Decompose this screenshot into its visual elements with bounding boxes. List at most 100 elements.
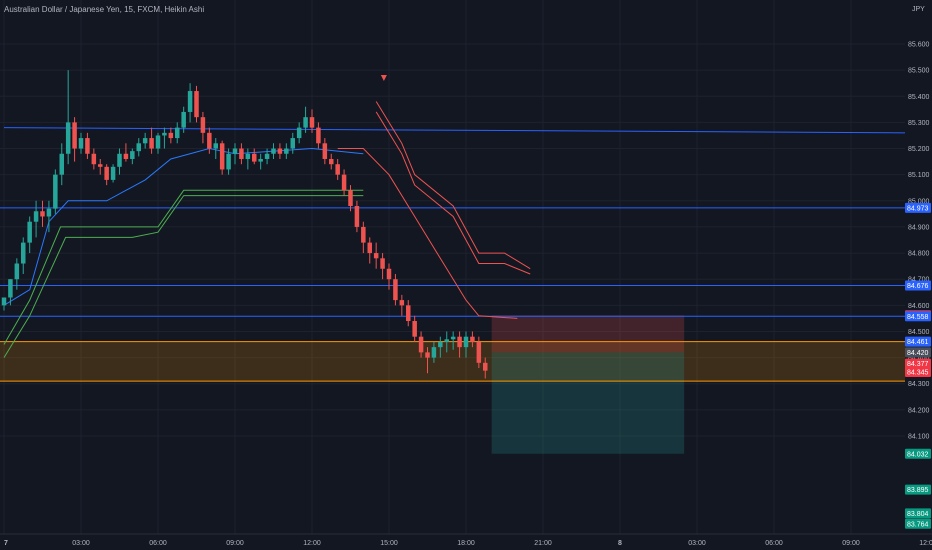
candle-body bbox=[329, 158, 334, 165]
x-tick-label: 06:00 bbox=[765, 540, 783, 547]
take-profit-zone[interactable] bbox=[491, 352, 685, 454]
indicator-trail-green-1 bbox=[3, 189, 364, 345]
candle-body bbox=[373, 253, 379, 259]
candle-body bbox=[213, 143, 218, 149]
price-tag-label: 84.461 bbox=[907, 339, 929, 346]
candle-body bbox=[258, 158, 263, 162]
price-tag-label: 83.804 bbox=[907, 511, 929, 518]
price-tag-label: 84.032 bbox=[907, 451, 929, 458]
candle-body bbox=[380, 258, 385, 269]
candle-body bbox=[399, 300, 405, 306]
candle-body bbox=[72, 122, 77, 149]
candle-body bbox=[239, 148, 244, 159]
price-tag-label: 84.676 bbox=[907, 283, 929, 290]
y-tick-label: 85.200 bbox=[908, 146, 930, 153]
x-tick-label: 15:00 bbox=[380, 540, 398, 547]
candle-body bbox=[354, 206, 360, 227]
price-tag bbox=[905, 366, 931, 377]
stop-loss-zone[interactable] bbox=[491, 315, 685, 353]
candle-body bbox=[284, 148, 289, 154]
candle-body bbox=[21, 242, 26, 264]
candle-body bbox=[309, 117, 315, 128]
price-tag-label: 83.895 bbox=[907, 487, 929, 494]
candle-body bbox=[91, 153, 97, 165]
candle-body bbox=[65, 122, 71, 154]
time-axis[interactable]: 7 03:00 06:00 09:00 12:00 15:00 18:00 21:00 8 03:… bbox=[4, 540, 932, 547]
candle-body bbox=[123, 153, 129, 159]
price-tag-label: 84.420 bbox=[907, 350, 929, 357]
candle-body bbox=[296, 127, 302, 139]
candle-body bbox=[457, 336, 462, 348]
indicator-trail-red-3 bbox=[337, 148, 518, 319]
y-tick-label: 84.400 bbox=[908, 355, 930, 362]
y-tick-label: 84.300 bbox=[908, 381, 930, 388]
candle-body bbox=[1, 297, 7, 306]
zones-layer bbox=[0, 315, 905, 454]
candle-body bbox=[155, 135, 161, 149]
time-axis-background bbox=[0, 534, 932, 550]
candle-body bbox=[470, 336, 475, 342]
candle-body bbox=[367, 242, 372, 254]
candle-body bbox=[444, 339, 449, 342]
candle-body bbox=[194, 91, 199, 118]
y-tick-label: 85.000 bbox=[908, 198, 930, 205]
candle-body bbox=[386, 268, 392, 280]
x-tick-label: 03:00 bbox=[688, 540, 706, 547]
y-tick-label: 84.500 bbox=[908, 329, 930, 336]
candle-body bbox=[341, 174, 347, 191]
candle-body bbox=[59, 153, 64, 175]
x-tick-label: 09:00 bbox=[226, 540, 244, 547]
candle-body bbox=[117, 153, 122, 167]
price-tags: 84.97384.67684.56284.55884.46184.42084.3… bbox=[905, 202, 931, 529]
candle-body bbox=[316, 127, 321, 144]
indicator-ma-blue bbox=[3, 147, 364, 306]
candle-body bbox=[181, 111, 186, 128]
price-tag-label: 84.345 bbox=[907, 369, 929, 376]
price-tag bbox=[905, 280, 931, 291]
candle-body bbox=[450, 336, 456, 340]
candle-body bbox=[162, 132, 167, 136]
candle-body bbox=[104, 166, 109, 180]
candle-body bbox=[53, 174, 58, 209]
y-tick-label: 84.600 bbox=[908, 303, 930, 310]
candle-body bbox=[406, 305, 411, 322]
candle-body bbox=[33, 211, 39, 222]
indicator-trail-green-2 bbox=[3, 195, 364, 358]
price-tag-label: 84.377 bbox=[907, 361, 929, 368]
candle-body bbox=[110, 166, 116, 180]
candle-body bbox=[438, 341, 443, 348]
price-tag bbox=[905, 508, 931, 519]
candle-body bbox=[348, 190, 353, 207]
candle-body bbox=[130, 151, 135, 159]
indicator-trail-red-2 bbox=[375, 111, 531, 275]
candle-body bbox=[14, 263, 20, 280]
x-tick-label: 18:00 bbox=[457, 540, 475, 547]
y-tick-label: 85.400 bbox=[908, 94, 930, 101]
candle-body bbox=[78, 138, 84, 149]
candle-body bbox=[425, 352, 430, 358]
price-tag bbox=[905, 484, 931, 495]
x-tick-label: 12:00 bbox=[919, 540, 932, 547]
candle-body bbox=[219, 143, 225, 170]
horizontal-lines-layer bbox=[0, 127, 906, 382]
price-axis[interactable]: 85.600 85.500 85.400 85.300 85.200 85.100 85.0… bbox=[908, 42, 930, 441]
candle-body bbox=[483, 362, 488, 371]
candle-body bbox=[98, 164, 103, 167]
sloped-trend-line[interactable] bbox=[3, 127, 906, 134]
candle-body bbox=[232, 148, 238, 154]
price-tag bbox=[905, 202, 931, 213]
candle-body bbox=[200, 117, 206, 133]
candle-body bbox=[175, 127, 180, 139]
price-tag bbox=[905, 518, 931, 529]
candle-body bbox=[277, 148, 283, 154]
y-tick-label: 85.100 bbox=[908, 172, 930, 179]
candle-body bbox=[136, 143, 141, 152]
x-tick-label: 03:00 bbox=[72, 540, 90, 547]
candle-body bbox=[149, 138, 154, 149]
candle-body bbox=[264, 153, 270, 159]
indicator-trail-red-1 bbox=[375, 101, 531, 270]
candle-body bbox=[207, 132, 212, 149]
y-tick-label: 84.900 bbox=[908, 224, 930, 231]
price-tag-label: 83.764 bbox=[907, 521, 929, 528]
